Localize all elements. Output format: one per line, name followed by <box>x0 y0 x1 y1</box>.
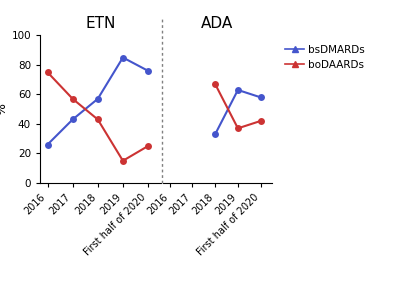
Title: ETN: ETN <box>85 17 116 32</box>
Y-axis label: %: % <box>0 103 8 115</box>
Title: ADA: ADA <box>201 17 234 32</box>
Legend: bsDMARDs, boDAARDs: bsDMARDs, boDAARDs <box>281 41 369 74</box>
